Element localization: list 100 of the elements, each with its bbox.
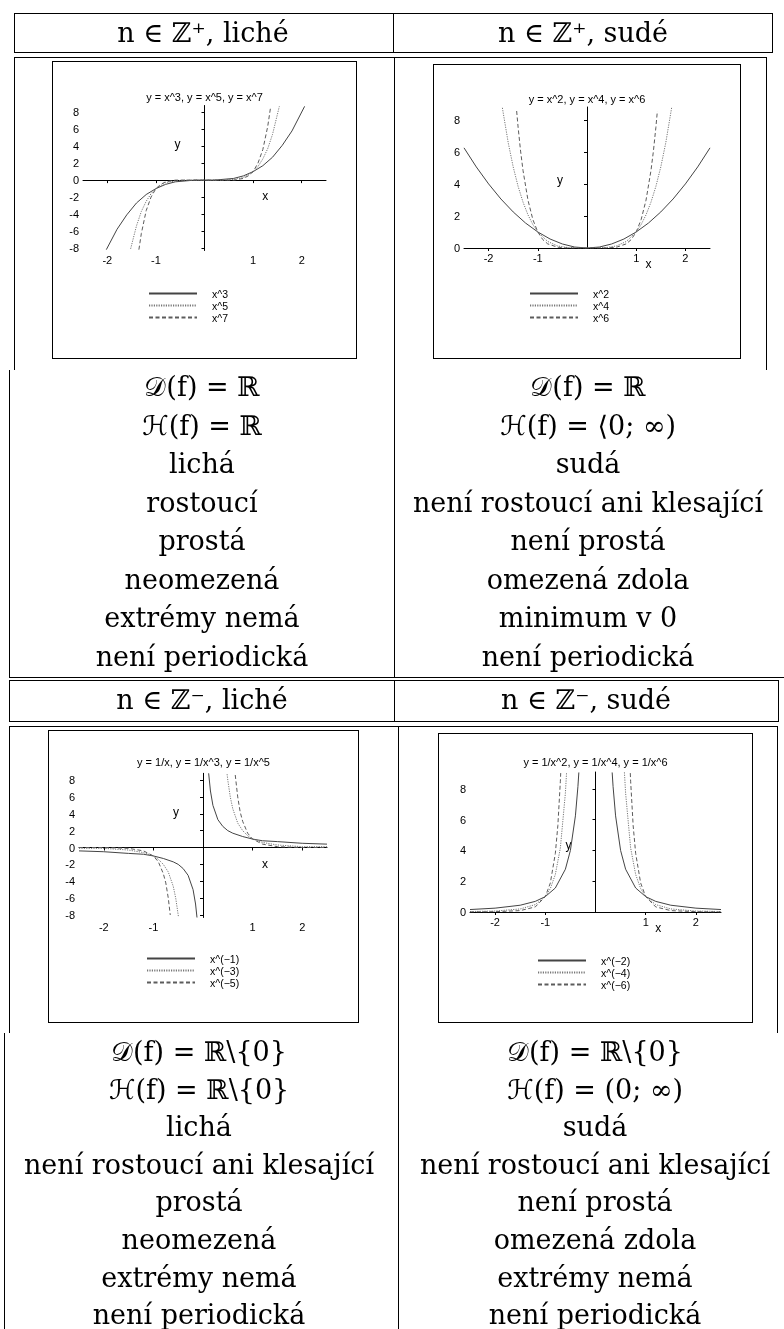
y-tick-label: -6 bbox=[69, 225, 79, 237]
text: není prostá bbox=[517, 1186, 673, 1218]
legend-label: x^4 bbox=[593, 299, 610, 312]
y-tick-label: 6 bbox=[459, 813, 466, 826]
y-axis-title: y bbox=[174, 137, 181, 152]
y-tick-label: -8 bbox=[69, 241, 79, 254]
legend-label: x^(−3) bbox=[210, 964, 240, 977]
y-tick-label: 0 bbox=[68, 841, 75, 854]
y-tick-label: -2 bbox=[65, 858, 75, 871]
x-tick-label: 2 bbox=[682, 251, 689, 264]
x-tick-label: 1 bbox=[633, 251, 640, 264]
legend-label: x^(−5) bbox=[210, 976, 240, 989]
y-axis-title: y bbox=[565, 837, 572, 852]
text: 𝒟(f) = ℝ\{0} bbox=[507, 1036, 683, 1067]
y-tick-label: 6 bbox=[72, 123, 79, 136]
text: neomezená bbox=[124, 563, 280, 595]
x-tick-label: 1 bbox=[249, 921, 256, 933]
y-tick-label: 8 bbox=[453, 113, 460, 126]
x-axis-title: x bbox=[655, 921, 662, 935]
text: ℋ(f) = ℝ\{0} bbox=[108, 1073, 290, 1105]
text: ℋ(f) = ℝ bbox=[142, 409, 262, 441]
text: extrémy nemá bbox=[104, 602, 300, 633]
text: ℋ(f) = (0; ∞) bbox=[507, 1073, 683, 1105]
y-tick-label: 6 bbox=[453, 145, 460, 158]
text: není rostoucí ani klesající bbox=[23, 1148, 375, 1180]
legend-label: x^(−1) bbox=[210, 952, 240, 965]
chart-subtitle: y = 1/x^2, y = 1/x^4, y = 1/x^6 bbox=[523, 755, 668, 768]
x-axis-title: x bbox=[645, 257, 652, 271]
text: lichá bbox=[169, 448, 235, 479]
text: není rostoucí ani klesající bbox=[419, 1148, 771, 1180]
chart-title: n ∈ ℤ⁺, sudé bbox=[497, 16, 669, 48]
chart-title: n ∈ ℤ⁻, liché bbox=[116, 684, 288, 715]
y-tick-label: 6 bbox=[68, 790, 75, 803]
text: extrémy nemá bbox=[497, 1261, 693, 1293]
legend-label: x^3 bbox=[212, 287, 229, 300]
y-tick-label: -6 bbox=[65, 892, 75, 905]
text: 𝒟(f) = ℝ\{0} bbox=[111, 1036, 287, 1067]
y-axis-title: y bbox=[557, 173, 563, 188]
legend-label: x^(−6) bbox=[601, 978, 631, 991]
text: není periodická bbox=[481, 640, 695, 672]
y-tick-label: -4 bbox=[69, 208, 79, 221]
text: není prostá bbox=[510, 525, 666, 556]
x-tick-label: -2 bbox=[102, 254, 113, 266]
y-tick-label: -2 bbox=[69, 191, 79, 204]
x-tick-label: -1 bbox=[151, 254, 161, 266]
x-tick-label: 1 bbox=[642, 915, 649, 928]
text: sudá bbox=[555, 448, 621, 479]
text: není periodická bbox=[95, 640, 309, 672]
chart-title: n ∈ ℤ⁺, liché bbox=[117, 16, 289, 48]
legend-label: x^2 bbox=[593, 287, 610, 300]
x-tick-label: -2 bbox=[490, 915, 500, 928]
x-tick-label: -1 bbox=[540, 915, 551, 928]
y-tick-label: 0 bbox=[453, 242, 460, 254]
y-tick-label: 0 bbox=[72, 174, 79, 187]
x-tick-label: 1 bbox=[250, 254, 257, 266]
chart-subtitle: y = x^3, y = x^5, y = x^7 bbox=[146, 90, 263, 103]
x-axis-title: x bbox=[262, 856, 268, 871]
y-tick-label: 4 bbox=[72, 140, 79, 153]
text: 𝒟(f) = ℝ bbox=[144, 371, 260, 402]
text: extrémy nemá bbox=[101, 1261, 297, 1293]
y-tick-label: -4 bbox=[65, 875, 75, 888]
text: 𝒟(f) = ℝ bbox=[530, 371, 646, 402]
text: lichá bbox=[166, 1111, 232, 1143]
text: minimum v 0 bbox=[498, 602, 678, 633]
x-tick-label: -2 bbox=[98, 921, 109, 933]
y-tick-label: 4 bbox=[453, 177, 460, 190]
chart-subtitle: y = x^2, y = x^4, y = x^6 bbox=[528, 92, 646, 105]
legend-label: x^7 bbox=[212, 311, 229, 324]
y-tick-label: 8 bbox=[72, 106, 79, 119]
y-tick-label: 8 bbox=[459, 782, 466, 795]
text: prostá bbox=[158, 525, 246, 556]
x-tick-label: 2 bbox=[298, 254, 305, 266]
text: ℋ(f) = ⟨0; ∞) bbox=[500, 409, 676, 441]
legend-label: x^(−4) bbox=[601, 966, 631, 979]
y-axis-title: y bbox=[173, 804, 179, 819]
y-tick-label: 4 bbox=[68, 807, 75, 820]
text: sudá bbox=[562, 1111, 628, 1143]
legend-label: x^(−2) bbox=[601, 954, 631, 967]
text: neomezená bbox=[121, 1224, 277, 1255]
y-tick-label: 2 bbox=[68, 824, 75, 837]
chart-title: n ∈ ℤ⁻, sudé bbox=[500, 684, 672, 715]
y-tick-label: 8 bbox=[68, 774, 75, 787]
y-tick-label: 2 bbox=[72, 157, 79, 170]
text: rostoucí bbox=[146, 486, 258, 518]
y-tick-label: 0 bbox=[459, 906, 466, 918]
x-tick-label: -2 bbox=[483, 251, 494, 264]
text: prostá bbox=[155, 1186, 243, 1218]
x-tick-label: 2 bbox=[692, 915, 699, 928]
y-tick-label: 2 bbox=[459, 875, 466, 888]
x-tick-label: -1 bbox=[532, 251, 543, 264]
legend-label: x^5 bbox=[212, 299, 229, 312]
x-tick-label: 2 bbox=[299, 921, 306, 933]
legend-label: x^6 bbox=[593, 311, 610, 324]
text: není periodická bbox=[488, 1299, 702, 1329]
text: omezená zdola bbox=[486, 563, 690, 595]
x-tick-label: -1 bbox=[148, 921, 159, 933]
x-axis-title: x bbox=[262, 189, 269, 204]
chart-subtitle: y = 1/x, y = 1/x^3, y = 1/x^5 bbox=[137, 755, 270, 768]
text: omezená zdola bbox=[493, 1224, 697, 1255]
y-tick-label: 4 bbox=[459, 844, 466, 857]
